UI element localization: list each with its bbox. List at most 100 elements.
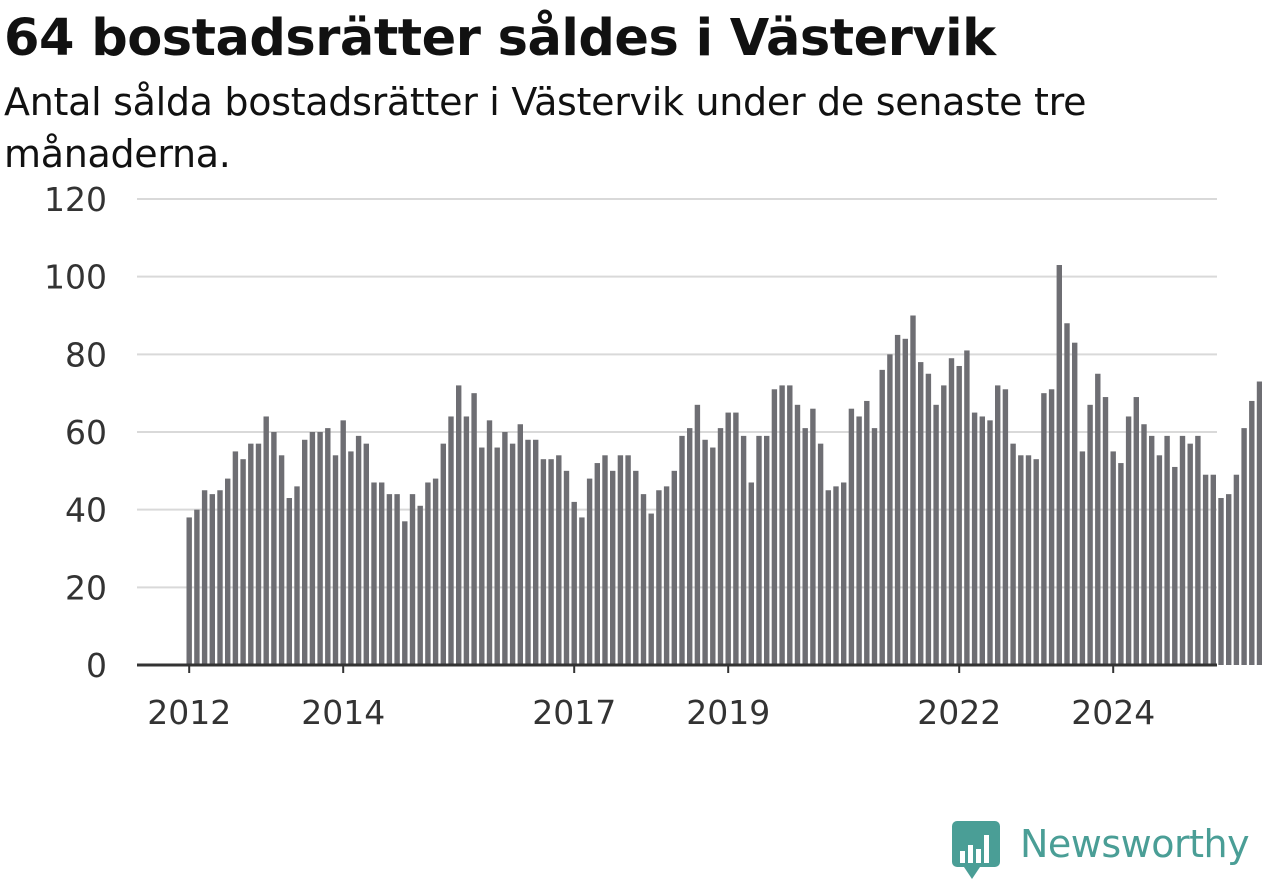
bar: [1233, 474, 1240, 665]
bar: [409, 494, 416, 665]
bar: [317, 432, 323, 665]
bar: [1179, 435, 1186, 665]
bar: [494, 447, 500, 665]
bar: [956, 365, 962, 665]
bar: [240, 459, 246, 665]
bar: [517, 424, 523, 665]
bar: [1041, 393, 1047, 665]
bar: [1256, 381, 1262, 665]
bar: [340, 420, 346, 665]
bar: [194, 509, 200, 665]
bar: [825, 490, 831, 665]
bar: [571, 501, 577, 665]
bar: [1210, 474, 1216, 665]
bar: [286, 498, 292, 665]
x-tick-label: 2014: [301, 693, 385, 732]
brand-name: Newsworthy: [1020, 822, 1250, 866]
bar: [648, 513, 654, 665]
bar: [656, 490, 662, 665]
bar: [425, 482, 431, 665]
x-tick-label: 2019: [686, 693, 770, 732]
bar: [717, 428, 724, 665]
bar: [864, 400, 870, 665]
bar: [1226, 494, 1232, 665]
bar: [309, 432, 316, 665]
bar: [540, 459, 547, 665]
bar: [402, 521, 408, 665]
bar: [440, 443, 446, 665]
bar: [633, 470, 639, 665]
bar: [725, 412, 731, 665]
bar: [879, 369, 885, 665]
bar: [856, 416, 862, 665]
bar: [525, 439, 531, 665]
bar: [841, 482, 847, 665]
bar: [1125, 416, 1132, 665]
bar: [663, 486, 670, 665]
bar: [1033, 459, 1039, 665]
bar: [971, 412, 978, 665]
bar: [679, 435, 685, 665]
bar: [710, 447, 716, 665]
bar: [563, 470, 570, 665]
bar: [533, 439, 539, 665]
bar: [871, 428, 878, 665]
bar: [802, 428, 808, 665]
bar: [1187, 443, 1193, 665]
y-tick-label: 40: [65, 491, 107, 530]
bar: [394, 494, 400, 665]
bar: [225, 478, 231, 665]
bar: [687, 428, 693, 665]
bar: [1018, 455, 1024, 665]
bar: [379, 482, 385, 665]
bar: [1195, 435, 1201, 665]
bar: [556, 455, 562, 665]
bar: [294, 486, 300, 665]
newsworthy-logo-icon: [952, 821, 1000, 879]
bar: [979, 416, 985, 665]
bar: [1002, 389, 1009, 665]
bar: [1087, 404, 1093, 665]
bar: [933, 404, 939, 665]
bar: [1048, 389, 1055, 665]
bar: [702, 439, 708, 665]
bar: [1118, 463, 1124, 665]
x-tick-label: 2012: [147, 693, 231, 732]
y-tick-label: 60: [65, 413, 107, 452]
bar: [278, 455, 285, 665]
x-tick-label: 2022: [917, 693, 1001, 732]
bar: [694, 404, 701, 665]
bar: [902, 338, 908, 665]
bar: [810, 408, 816, 665]
bar: [617, 455, 624, 665]
bar: [894, 334, 901, 665]
bar: [848, 408, 855, 665]
bar: [1064, 323, 1070, 665]
bar: [263, 416, 269, 665]
y-tick-label: 20: [65, 568, 107, 607]
bar: [386, 494, 393, 665]
bar: [332, 455, 339, 665]
bar: [1202, 474, 1209, 665]
x-tick-label: 2024: [1071, 693, 1155, 732]
bar: [995, 385, 1001, 665]
bar: [787, 385, 793, 665]
bar: [1079, 451, 1086, 665]
bar: [756, 435, 762, 665]
bar: [201, 490, 208, 665]
bar: [910, 315, 916, 665]
bar: [1141, 424, 1147, 665]
bar: [348, 451, 354, 665]
bar: [471, 393, 477, 665]
bar: [771, 389, 778, 665]
bar: [1056, 265, 1062, 665]
x-tick-label: 2017: [532, 693, 616, 732]
bar: [964, 350, 970, 665]
bar: [448, 416, 454, 665]
bar: [1025, 455, 1032, 665]
y-tick-label: 80: [65, 335, 107, 374]
bar: [479, 447, 485, 665]
bar: [232, 451, 239, 665]
bar: [918, 362, 924, 665]
bar: [887, 354, 893, 665]
